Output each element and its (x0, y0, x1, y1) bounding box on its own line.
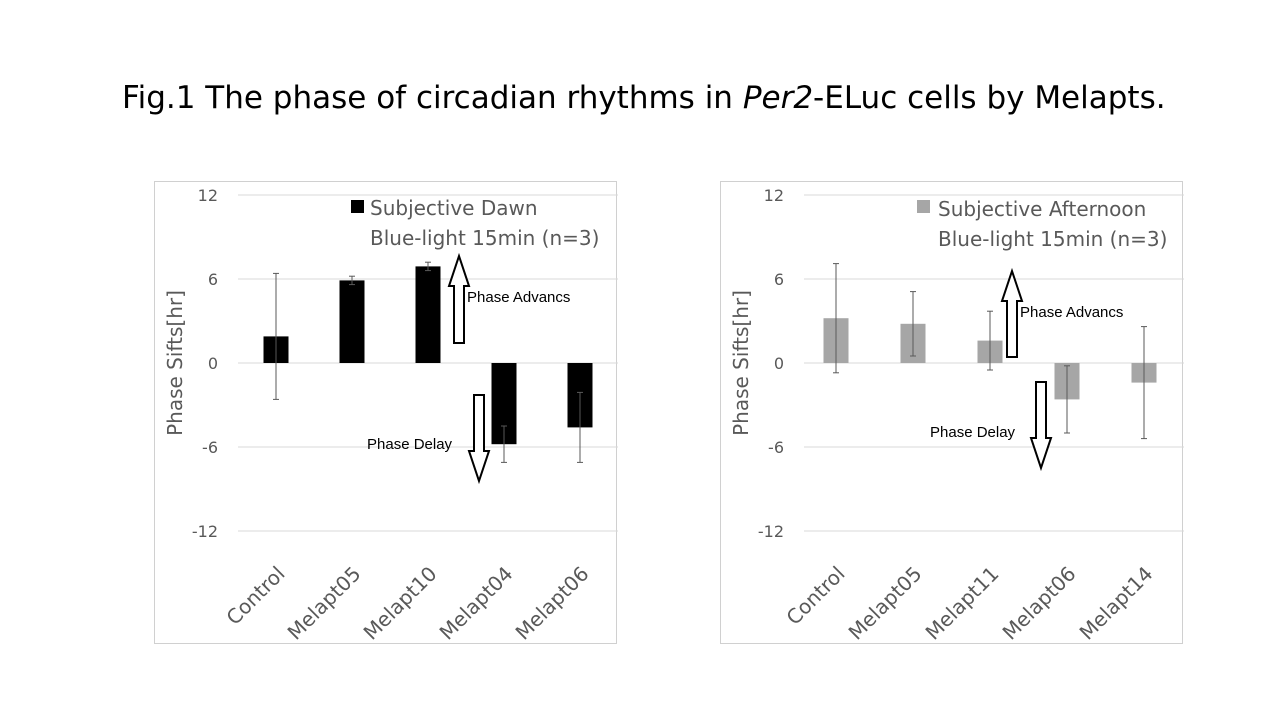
y-tick-label: -12 (758, 522, 784, 541)
bar-melapt10 (415, 266, 441, 363)
figure-title: Fig.1 The phase of circadian rhythms in … (122, 80, 1166, 116)
chart-panel-afternoon: 12 6 0 -6 -12 Phase Sifts[hr] Control Melapt05 M… (720, 181, 1184, 645)
y-tick-label: 12 (764, 186, 784, 205)
phase-delay-label: Phase Delay (367, 436, 453, 453)
bar-melapt05 (339, 280, 365, 363)
x-category-label: Melapt05 (844, 562, 927, 645)
y-tick-label: -6 (202, 438, 218, 457)
chart-panel-dawn: 12 6 0 -6 -12 Phase Sifts[hr] Control Melapt05 M… (154, 181, 618, 645)
phase-advance-arrow-icon (1000, 267, 1024, 358)
y-axis-label: Phase Sifts[hr] (729, 290, 753, 436)
phase-advance-label: Phase Advancs (467, 289, 570, 306)
x-category-label: Melapt11 (921, 562, 1004, 645)
legend-label: Subjective Afternoon (938, 197, 1146, 221)
x-category-label: Melapt14 (1075, 562, 1158, 645)
y-tick-label: 6 (208, 270, 218, 289)
legend-sublabel: Blue-light 15min (n=3) (370, 226, 599, 250)
y-tick-label: -12 (192, 522, 218, 541)
phase-delay-label: Phase Delay (930, 424, 1016, 441)
y-tick-label: 0 (208, 354, 218, 373)
figure-title-suffix: -ELuc cells by Melapts. (813, 80, 1166, 116)
figure-title-prefix: Fig.1 The phase of circadian rhythms in (122, 80, 743, 116)
x-category-label: Melapt04 (435, 562, 518, 645)
legend-sublabel: Blue-light 15min (n=3) (938, 227, 1167, 251)
figure-title-gene: Per2 (742, 80, 814, 116)
y-tick-label: 0 (774, 354, 784, 373)
legend-swatch (917, 200, 930, 213)
x-category-label: Control (781, 562, 849, 630)
legend-label: Subjective Dawn (370, 196, 538, 220)
x-category-label: Control (221, 562, 289, 630)
y-axis-label: Phase Sifts[hr] (163, 290, 187, 436)
x-category-label: Melapt05 (283, 562, 366, 645)
x-category-label: Melapt06 (511, 562, 594, 645)
x-category-label: Melapt10 (359, 562, 442, 645)
phase-advance-arrow-icon (447, 252, 471, 344)
legend-swatch (351, 200, 364, 213)
y-tick-label: -6 (768, 438, 784, 457)
phase-delay-arrow-icon (467, 394, 491, 485)
y-tick-label: 6 (774, 270, 784, 289)
phase-delay-arrow-icon (1029, 381, 1053, 472)
y-tick-label: 12 (198, 186, 218, 205)
x-category-label: Melapt06 (998, 562, 1081, 645)
phase-advance-label: Phase Advancs (1020, 304, 1123, 321)
